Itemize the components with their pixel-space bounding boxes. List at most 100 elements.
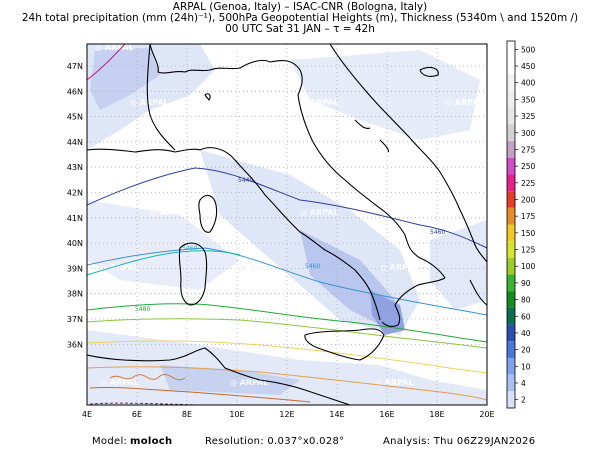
coast-italy-west xyxy=(199,147,381,321)
colorbar-label: 40 xyxy=(521,329,531,338)
model-label: Model: xyxy=(92,436,128,447)
watermark-text: ◎ ARPAL xyxy=(150,208,189,217)
colorbar-label: 250 xyxy=(521,162,536,171)
colorbar-label: 225 xyxy=(521,179,536,188)
graticule xyxy=(87,44,487,405)
precip-area-ionian xyxy=(430,220,487,310)
lat-tick-label: 46N xyxy=(67,87,83,96)
precip-area-west xyxy=(87,200,240,290)
colorbar-label: 350 xyxy=(521,95,536,104)
colorbar-label: 175 xyxy=(521,212,536,221)
border-france-italy xyxy=(146,44,176,151)
colorbar-label: 2 xyxy=(521,396,526,405)
watermark-text: ◎ ARPAL xyxy=(445,318,484,327)
lat-tick-label: 41N xyxy=(67,214,83,223)
colorbar-swatch xyxy=(507,324,515,342)
lat-tick-label: 38N xyxy=(67,290,83,299)
coast-greece xyxy=(469,279,487,306)
precip-area-alps-core xyxy=(90,48,160,110)
contour-label: 5460 xyxy=(182,245,197,252)
header-description: 24h total precipitation (mm (24h)⁻¹), 50… xyxy=(21,12,579,24)
watermark-text: ◎ ARPAL xyxy=(445,98,484,107)
contour-5440 xyxy=(87,247,487,316)
watermark-text: ◎ ARPAL xyxy=(300,208,339,217)
header-institutions: ARPAL (Genoa, Italy) – ISAC-CNR (Bologna… xyxy=(172,1,428,13)
resolution-label: Resolution: 0.037°x0.028° xyxy=(205,436,345,447)
watermark-text: ◎ ARPAL xyxy=(225,43,264,52)
colorbar-swatch xyxy=(507,391,515,408)
contour-5480 xyxy=(87,303,487,343)
contour-label: 5460 xyxy=(430,229,445,236)
map-frame xyxy=(86,43,488,406)
colorbar-label: 500 xyxy=(521,45,536,54)
colorbar-label: 60 xyxy=(521,312,531,321)
watermark-text: ◎ ARPAL xyxy=(100,153,139,162)
coast-sardinia xyxy=(178,242,208,306)
precip-area-tunisia xyxy=(160,365,300,395)
watermark-text: ◎ ARPAL xyxy=(150,318,189,327)
colorbar-label: 100 xyxy=(521,262,536,271)
colorbar-label: 300 xyxy=(521,129,536,138)
colorbar-label: 125 xyxy=(521,246,536,255)
contour-label: 5440 xyxy=(238,177,253,184)
colorbar-frame xyxy=(506,40,516,409)
coastlines xyxy=(87,44,487,405)
watermark-text: ◎ ARPAL xyxy=(380,153,419,162)
coast-france xyxy=(87,148,201,153)
longitude-axis: 4E 6E 8E 10E 12E 14E 16E 18E 20E xyxy=(82,410,495,419)
latitude-axis: 47N 46N 45N 44N 43N 42N 41N 40N 39N 38N 37N 36N xyxy=(67,62,83,349)
coast-balkans xyxy=(329,44,487,263)
watermark-text: ◎ ARPAL xyxy=(300,98,339,107)
colorbar-swatch xyxy=(507,141,515,158)
lon-tick-label: 10E xyxy=(229,410,244,419)
precip-area-adriatic xyxy=(290,50,480,140)
lat-tick-label: 36N xyxy=(67,340,83,349)
lon-tick-label: 12E xyxy=(279,410,294,419)
lat-tick-label: 37N xyxy=(67,315,83,324)
colorbar-label: 150 xyxy=(521,229,536,238)
colorbar-swatch xyxy=(507,274,515,292)
watermark-text: ◎ ARPAL xyxy=(100,263,139,272)
colorbar-label: 200 xyxy=(521,195,536,204)
watermark-text: ◎ ARPAL xyxy=(230,378,269,387)
watermark-text: ◎ ARPAL xyxy=(100,378,139,387)
colorbar-label: 450 xyxy=(521,62,536,71)
colorbar-label: 400 xyxy=(521,79,536,88)
colorbar-swatch xyxy=(507,157,515,175)
watermark-text: ◎ ARPAL xyxy=(130,98,169,107)
coast-north-africa xyxy=(87,347,351,405)
watermark-text: ◎ ARPAL xyxy=(380,263,419,272)
colorbar-swatch xyxy=(507,91,515,108)
coast-croatia-islands xyxy=(354,119,389,153)
contour-label-group: 5440 5460 5460 5480 5460 xyxy=(135,177,445,313)
contour-label: 5480 xyxy=(135,306,150,313)
precipitation-colorbar: 500 450 400 350 325 300 275 250 225 200 175 150 125 1… xyxy=(506,40,536,409)
colorbar-swatch xyxy=(507,307,515,325)
coast-sicily xyxy=(304,328,385,361)
lat-tick-label: 44N xyxy=(67,138,83,147)
contour-5580 xyxy=(89,386,311,403)
colorbar-label: 10 xyxy=(521,362,531,371)
watermark-layer: ◎ ARPAL ◎ ARPAL ◎ ARPAL ◎ ARPAL ◎ ARPAL ◎ ARP… xyxy=(95,43,484,387)
colorbar-swatch xyxy=(507,374,515,392)
colorbar-swatch xyxy=(507,41,515,58)
colorbar-swatch xyxy=(507,107,515,125)
watermark-text: ◎ ARPAL xyxy=(370,43,409,52)
colorbar-swatch xyxy=(507,224,515,242)
contour-label: 5460 xyxy=(305,263,320,270)
height-contours xyxy=(87,44,487,405)
lon-tick-label: 6E xyxy=(132,410,142,419)
colorbar-label: 90 xyxy=(521,279,531,288)
colorbar-swatch xyxy=(507,174,515,192)
coast-southern-italy xyxy=(381,277,446,327)
contour-5400 xyxy=(87,167,487,249)
colorbar-swatch xyxy=(507,291,515,308)
lon-tick-label: 18E xyxy=(429,410,444,419)
colorbar-swatch xyxy=(507,191,515,208)
colorbar-swatch xyxy=(507,257,515,275)
colorbar-label: 4 xyxy=(521,379,526,388)
watermark-text: ◎ ARPAL xyxy=(290,318,329,327)
analysis-label: Analysis: Thu 06Z29JAN2026 xyxy=(383,436,536,447)
